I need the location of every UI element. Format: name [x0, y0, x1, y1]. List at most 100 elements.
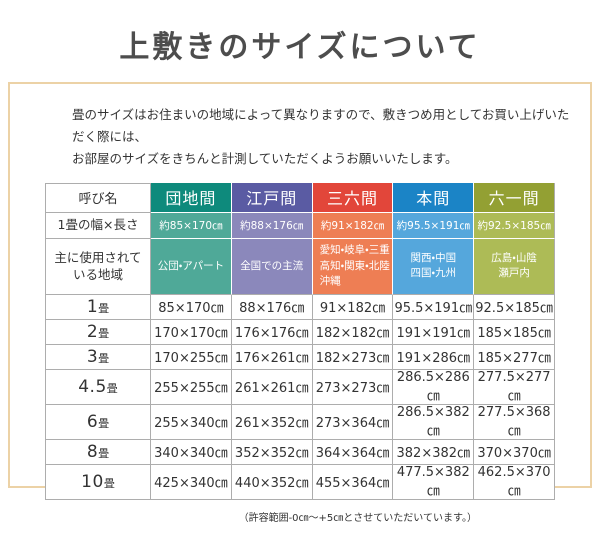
size-value-cell: 170×255㎝ — [151, 344, 232, 370]
row-label: 3畳 — [45, 344, 151, 370]
region-text: 沖縄 — [319, 274, 341, 287]
size-row-label: 1畳の幅×長さ — [45, 212, 151, 239]
size-value-cell: 85×170㎝ — [151, 294, 232, 320]
size-value-cell: 277.5×368㎝ — [474, 404, 555, 440]
tolerance-footnote: （許容範囲-0㎝～+5㎝とさせていただいています。） — [238, 512, 477, 524]
column-header-honma: 本間 — [393, 182, 475, 213]
row-label: 1畳 — [45, 294, 151, 320]
row-label-unit: 畳 — [98, 416, 110, 430]
region-cell: 全国での主流 — [231, 238, 313, 295]
size-cell: 約91×182㎝ — [312, 212, 394, 239]
table-row-3jo: 3畳 170×255㎝ 176×261㎝ 182×273㎝ 191×286㎝ 1… — [45, 344, 555, 370]
row-label-unit: 畳 — [106, 381, 118, 395]
size-value-cell: 182×273㎝ — [312, 344, 394, 370]
row-label-unit: 畳 — [98, 351, 110, 365]
region-label-line1: 主に使用されて — [54, 249, 142, 265]
size-cell: 約85×170㎝ — [151, 212, 232, 239]
size-cell: 約92.5×185㎝ — [474, 212, 555, 239]
size-value-cell: 273×364㎝ — [312, 404, 394, 440]
row-label: 6畳 — [45, 404, 151, 440]
size-value-cell: 477.5×382㎝ — [393, 464, 475, 500]
size-value-cell: 185×277㎝ — [474, 344, 555, 370]
column-header-danchima: 団地間 — [151, 182, 232, 213]
region-label-line2: いる地域 — [72, 267, 123, 283]
region-text: 広島・山陰 — [491, 251, 537, 264]
size-value-cell: 370×370㎝ — [474, 439, 555, 465]
size-value-cell: 182×182㎝ — [312, 319, 394, 345]
page-title: 上敷きのサイズについて — [119, 30, 481, 65]
info-panel: 畳のサイズはお住まいの地域によって異なりますので、敷きつめ用としてお買い上げいた… — [8, 82, 592, 524]
table-row-10jo: 10畳 425×340㎝ 440×352㎝ 455×364㎝ 477.5×382… — [45, 464, 555, 500]
size-value-cell: 286.5×286㎝ — [393, 369, 475, 405]
size-value-cell: 425×340㎝ — [151, 464, 232, 500]
size-value-cell: 170×170㎝ — [151, 319, 232, 345]
row-label-number: 4.5 — [78, 376, 107, 397]
row-label-unit: 畳 — [98, 301, 110, 315]
region-cell: 公団・アパート — [151, 238, 232, 295]
size-value-cell: 455×364㎝ — [312, 464, 394, 500]
size-value-cell: 340×340㎝ — [151, 439, 232, 465]
size-value-cell: 352×352㎝ — [231, 439, 313, 465]
row-label: 2畳 — [45, 319, 151, 345]
size-value-cell: 277.5×277㎝ — [474, 369, 555, 405]
size-value-cell: 95.5×191㎝ — [393, 294, 475, 320]
size-value-cell: 176×261㎝ — [231, 344, 313, 370]
size-row: 1畳の幅×長さ 約85×170㎝ 約88×176㎝ 約91×182㎝ 約95.5… — [45, 212, 555, 239]
size-value-cell: 364×364㎝ — [312, 439, 394, 465]
size-value-cell: 261×352㎝ — [231, 404, 313, 440]
size-value-cell: 255×255㎝ — [151, 369, 232, 405]
size-value-cell: 382×382㎝ — [393, 439, 475, 465]
size-value-cell: 462.5×370㎝ — [474, 464, 555, 500]
row-label: 8畳 — [45, 439, 151, 465]
column-header-rokuichima: 六一間 — [474, 182, 555, 213]
row-label: 10畳 — [45, 464, 151, 500]
size-value-cell: 273×273㎝ — [312, 369, 394, 405]
table-row-8jo: 8畳 340×340㎝ 352×352㎝ 364×364㎝ 382×382㎝ 3… — [45, 439, 555, 465]
row-label-number: 6 — [86, 411, 99, 432]
table-row-4-5jo: 4.5畳 255×255㎝ 261×261㎝ 273×273㎝ 286.5×28… — [45, 369, 555, 405]
size-value-cell: 191×191㎝ — [393, 319, 475, 345]
size-value-cell: 440×352㎝ — [231, 464, 313, 500]
column-header-sabuma: 三六間 — [312, 182, 394, 213]
size-value-cell: 255×340㎝ — [151, 404, 232, 440]
row-label-number: 1 — [86, 296, 99, 317]
row-label-number: 2 — [86, 321, 99, 342]
region-text: 四国・九州 — [410, 267, 457, 280]
intro-line-1: 畳のサイズはお住まいの地域によって異なりますので、敷きつめ用としてお買い上げいた… — [72, 107, 570, 144]
intro-line-2: お部屋のサイズをきちんと計測していただくようお願いいたします。 — [72, 150, 458, 166]
row-label-number: 10 — [81, 471, 104, 492]
region-cell: 愛知・岐阜・三重 高知・関東・北陸 沖縄 — [312, 238, 394, 295]
table-row-2jo: 2畳 170×170㎝ 176×176㎝ 182×182㎝ 191×191㎝ 1… — [45, 319, 555, 345]
size-value-cell: 176×176㎝ — [231, 319, 313, 345]
table-row-1jo: 1畳 85×170㎝ 88×176㎝ 91×182㎝ 95.5×191㎝ 92.… — [45, 294, 555, 320]
row-label-unit: 畳 — [98, 446, 110, 460]
region-cell: 関西・中国四国・九州 — [393, 238, 475, 295]
row-label-unit: 畳 — [103, 476, 115, 490]
size-cell: 約95.5×191㎝ — [393, 212, 475, 239]
row-label-number: 3 — [86, 346, 99, 367]
tatami-size-table: 呼び名 団地間 江戸間 三六間 本間 六一間 1畳の幅×長さ 約85×170㎝ … — [45, 182, 555, 500]
region-text: 全国での主流 — [240, 259, 304, 272]
size-value-cell: 261×261㎝ — [231, 369, 313, 405]
region-row: 主に使用されて いる地域 公団・アパート 全国での主流 愛知・岐阜・三重 高知・関東… — [45, 238, 555, 295]
header-cell-name: 呼び名 — [45, 182, 151, 213]
region-text: 関西・中国 — [410, 251, 457, 264]
region-text: 愛知・岐阜・三重 — [319, 244, 390, 257]
size-value-cell: 185×185㎝ — [474, 319, 555, 345]
size-value-cell: 88×176㎝ — [231, 294, 313, 320]
region-cell: 広島・山陰 瀬戸内 — [474, 238, 555, 295]
intro-text: 畳のサイズはお住まいの地域によって異なりますので、敷きつめ用としてお買い上げいた… — [72, 104, 570, 170]
row-label: 4.5畳 — [45, 369, 151, 405]
size-value-cell: 191×286㎝ — [393, 344, 475, 370]
region-row-label: 主に使用されて いる地域 — [45, 238, 151, 295]
size-value-cell: 92.5×185㎝ — [474, 294, 555, 320]
row-label-number: 8 — [86, 441, 99, 462]
row-label-unit: 畳 — [98, 326, 110, 340]
size-value-cell: 91×182㎝ — [312, 294, 394, 320]
size-cell: 約88×176㎝ — [231, 212, 313, 239]
column-header-edoma: 江戸間 — [231, 182, 313, 213]
region-text: 高知・関東・北陸 — [319, 259, 390, 272]
region-text: 公団・アパート — [157, 259, 225, 272]
size-value-cell: 286.5×382㎝ — [393, 404, 475, 440]
table-row-6jo: 6畳 255×340㎝ 261×352㎝ 273×364㎝ 286.5×382㎝… — [45, 404, 555, 440]
